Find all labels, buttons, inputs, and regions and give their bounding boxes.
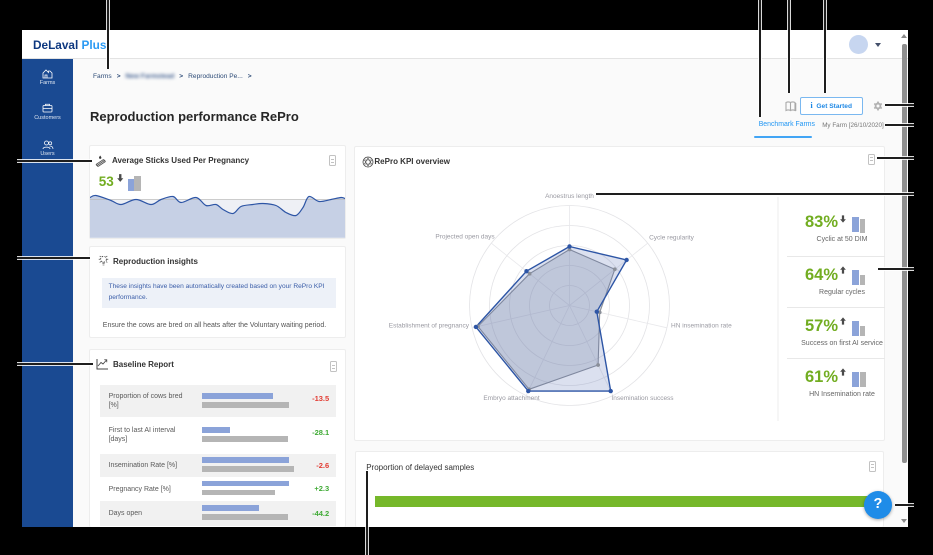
svg-text:Anoestrus length: Anoestrus length (545, 193, 594, 200)
svg-text:Insemination success: Insemination success (611, 394, 674, 401)
svg-text:Cycle regularity: Cycle regularity (649, 234, 695, 241)
svg-text:Embryo attachment: Embryo attachment (483, 394, 540, 401)
svg-text:Establishment of pregnancy: Establishment of pregnancy (389, 322, 470, 329)
svg-text:HN insemination rate: HN insemination rate (671, 322, 732, 329)
svg-text:Projected open days: Projected open days (435, 233, 495, 240)
